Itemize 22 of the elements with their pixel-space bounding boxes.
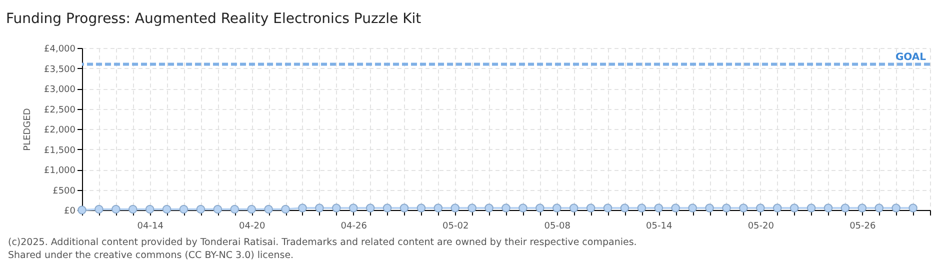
x-tick-label: 04-20 (239, 222, 266, 232)
ref-line-label: GOAL (895, 52, 927, 64)
x-tick-label: 05-14 (646, 222, 672, 232)
x-tick-label: 04-26 (340, 222, 368, 232)
x-tick-label: 05-26 (850, 222, 876, 232)
x-tick-label: 04-14 (137, 222, 164, 232)
text: Shared under the creative commons (CC BY-NC 3.0) license. (8, 249, 295, 262)
text: (c)2025. Additional content provided by Tonderai Ratisai. Trademarks and related content are owned by their respective companies. (8, 236, 637, 249)
x-tick-label: 05-02 (442, 222, 469, 232)
y-tick-label: £4,000 (44, 44, 76, 54)
x-tick-label: 05-08 (544, 222, 571, 232)
x-tick-label: 05-20 (748, 222, 774, 232)
y-tick-label: £2,500 (44, 105, 76, 116)
y-tick-label: £1,500 (44, 146, 76, 156)
y-tick-label: £500 (52, 186, 76, 196)
y-tick-label: £1,000 (44, 166, 76, 176)
chart-title: Funding Progress: Augmented Reality Electronics Puzzle Kit (6, 11, 422, 27)
y-tick-label: £0 (64, 206, 76, 216)
y-tick-label: £3,000 (44, 85, 76, 95)
y-axis-title: PLEDGED (23, 108, 34, 151)
y-tick-label: £2,000 (44, 126, 76, 136)
y-tick-label: £3,500 (44, 64, 76, 75)
